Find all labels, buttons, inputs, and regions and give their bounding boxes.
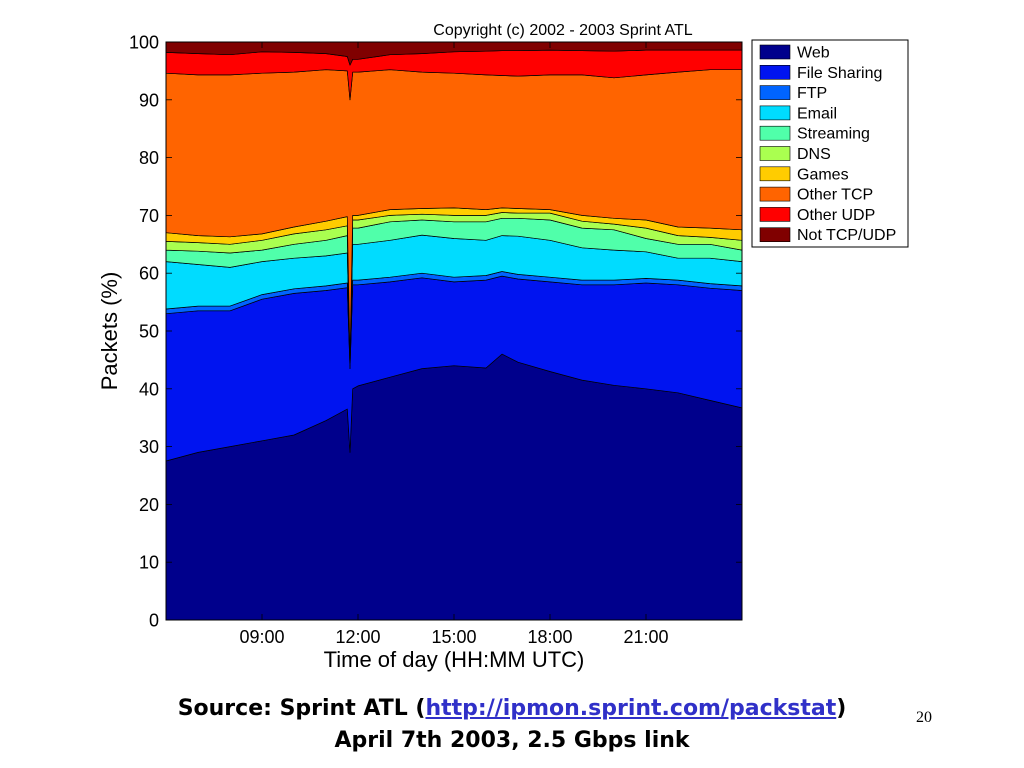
legend-swatch xyxy=(759,227,791,242)
legend-label: Games xyxy=(797,166,849,183)
legend-label: Not TCP/UDP xyxy=(797,227,896,244)
legend-entry-ftp: FTP xyxy=(759,85,827,102)
legend-entry-streaming: Streaming xyxy=(759,125,870,143)
x-tick-label: 15:00 xyxy=(431,627,476,647)
legend-swatch xyxy=(759,125,791,141)
x-tick-label: 12:00 xyxy=(335,627,380,647)
y-tick-label: 100 xyxy=(129,33,159,53)
legend-entry-other-tcp: Other TCP xyxy=(759,186,873,204)
legend-label: Other TCP xyxy=(797,187,873,204)
legend-label: Streaming xyxy=(797,126,870,143)
legend-entry-email: Email xyxy=(759,105,837,122)
legend-swatch xyxy=(759,207,791,222)
legend-label: FTP xyxy=(797,85,827,102)
slide-subtitle: April 7th 2003, 2.5 Gbps link xyxy=(334,728,690,753)
legend-swatch xyxy=(759,146,791,161)
legend: Web File Sharing FTP Email Streaming DNS Games… xyxy=(751,39,909,248)
legend-label: Web xyxy=(797,45,830,62)
x-tick-label: 09:00 xyxy=(239,627,284,647)
legend-entry-web: Web xyxy=(759,44,830,62)
legend-label: Other UDP xyxy=(797,207,875,224)
y-tick-label: 40 xyxy=(139,379,159,399)
x-axis-label: Time of day (HH:MM UTC) xyxy=(324,647,585,672)
legend-swatch xyxy=(759,186,791,202)
y-tick-label: 60 xyxy=(139,264,159,284)
source-prefix: Source: Sprint ATL ( xyxy=(177,696,426,721)
x-axis-ticks: 09:00 12:00 15:00 18:00 21:00 xyxy=(239,42,669,647)
y-tick-label: 80 xyxy=(139,148,159,168)
legend-entry-file-sharing: File Sharing xyxy=(759,65,882,82)
y-tick-label: 10 xyxy=(139,553,159,573)
legend-label: File Sharing xyxy=(797,65,882,82)
source-line: Source: Sprint ATL (http://ipmon.sprint.… xyxy=(0,694,1024,724)
page-number: 20 xyxy=(916,709,932,726)
legend-swatch xyxy=(759,44,791,60)
source-link[interactable]: http://ipmon.sprint.com/packstat xyxy=(425,696,837,721)
legend-entry-other-udp: Other UDP xyxy=(759,207,875,224)
legend-label: DNS xyxy=(797,146,831,163)
legend-label: Email xyxy=(797,105,837,122)
plot-areas xyxy=(165,41,743,621)
legend-swatch xyxy=(759,85,791,100)
x-tick-label: 21:00 xyxy=(623,627,668,647)
y-tick-label: 0 xyxy=(149,611,159,631)
y-axis-ticks: 0 10 20 30 40 50 60 70 80 90 100 xyxy=(129,33,742,631)
y-tick-label: 20 xyxy=(139,495,159,515)
y-axis-label: Packets (%) xyxy=(97,272,122,391)
legend-swatch xyxy=(759,105,791,121)
y-tick-label: 30 xyxy=(139,437,159,457)
y-tick-label: 90 xyxy=(139,90,159,110)
source-suffix: ) xyxy=(836,696,847,721)
y-tick-label: 70 xyxy=(139,206,159,226)
legend-swatch xyxy=(759,166,791,182)
legend-entry-not-tcp-udp: Not TCP/UDP xyxy=(759,227,896,244)
chart-title: Copyright (c) 2002 - 2003 Sprint ATL xyxy=(433,22,692,39)
x-tick-label: 18:00 xyxy=(527,627,572,647)
y-tick-label: 50 xyxy=(139,322,159,342)
stacked-area-chart: 0 10 20 30 40 50 60 70 80 90 100 09:00 12:00 15:00 18… xyxy=(97,22,909,672)
legend-entry-dns: DNS xyxy=(759,146,831,163)
legend-entry-games: Games xyxy=(759,166,849,183)
legend-swatch xyxy=(759,65,791,80)
